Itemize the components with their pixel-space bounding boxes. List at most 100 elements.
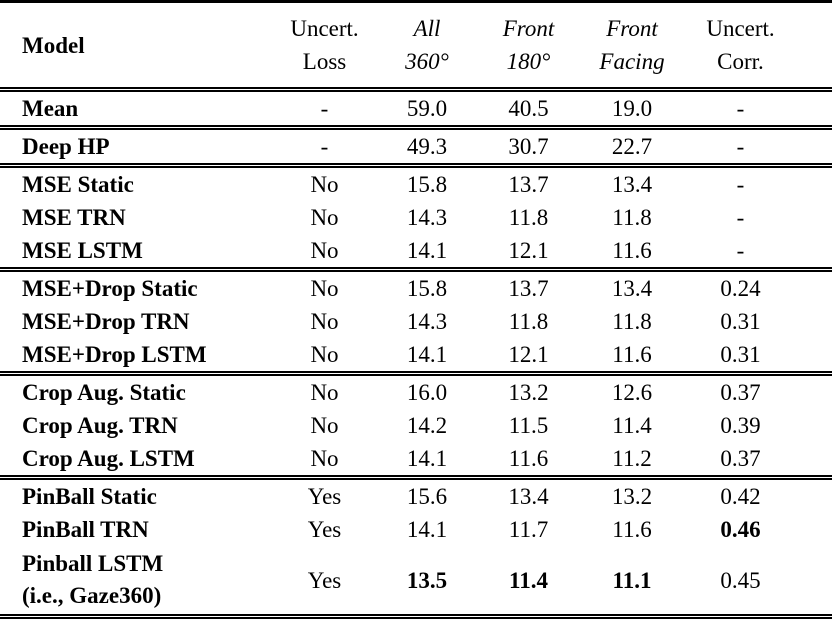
all-360-cell: 13.5: [377, 546, 477, 617]
uncert-loss-cell: No: [272, 270, 377, 306]
model-cell: MSE+Drop TRN: [0, 305, 272, 338]
column-header-uncert-corr: Uncert. Corr.: [684, 2, 832, 90]
model-cell: MSE+Drop LSTM: [0, 338, 272, 374]
all-360-cell: 14.3: [377, 305, 477, 338]
model-cell: Pinball LSTM (i.e., Gaze360): [0, 546, 272, 617]
front-180-cell: 11.7: [477, 513, 580, 546]
all-360-cell-line: 16.0: [406, 380, 448, 405]
uncert-corr-cell-line: 0.31: [720, 342, 761, 367]
table-group-5: PinBall Static Yes 15.6 13.4 13.2 0.42 PinBall…: [0, 477, 832, 617]
uncert-loss-cell: -: [272, 128, 377, 166]
uncert-corr-cell: 0.31: [684, 338, 832, 374]
front-180-cell-line: 13.7: [508, 172, 549, 197]
front-180-cell-line: 11.6: [508, 446, 549, 471]
uncert-loss-cell-line: No: [310, 205, 339, 230]
table-row: MSE Static No 15.8 13.7 13.4 -: [0, 166, 832, 202]
uncert-corr-cell-line: 0.46: [720, 517, 761, 542]
column-header-front-180: Front 180°: [477, 2, 580, 90]
model-cell-line: MSE+Drop LSTM: [22, 342, 207, 367]
front-180-cell: 12.1: [477, 234, 580, 270]
table-row: PinBall Static Yes 15.6 13.4 13.2 0.42: [0, 478, 832, 514]
front-facing-cell: 22.7: [580, 128, 684, 166]
table-row: Pinball LSTM (i.e., Gaze360) Yes 13.5 11.4 11…: [0, 546, 832, 617]
table-row: PinBall TRN Yes 14.1 11.7 11.6 0.46: [0, 513, 832, 546]
front-180-cell: 11.5: [477, 409, 580, 442]
front-facing-cell: 11.2: [580, 442, 684, 478]
column-header-uncert-loss-line: Loss: [302, 49, 347, 74]
front-facing-cell: 13.4: [580, 270, 684, 306]
uncert-corr-cell-line: 0.37: [720, 446, 761, 471]
front-180-cell: 13.2: [477, 374, 580, 410]
front-facing-cell: 11.6: [580, 234, 684, 270]
uncert-loss-cell: Yes: [272, 478, 377, 514]
front-180-cell-line: 12.1: [508, 342, 549, 367]
front-180-cell: 11.8: [477, 201, 580, 234]
uncert-corr-cell: -: [684, 166, 832, 202]
front-facing-cell: 11.6: [580, 338, 684, 374]
uncert-loss-cell: No: [272, 442, 377, 478]
uncert-corr-cell-line: 0.24: [720, 276, 761, 301]
uncert-loss-cell-line: No: [310, 309, 339, 334]
front-180-cell-line: 13.2: [508, 380, 549, 405]
uncert-corr-cell-line: -: [736, 205, 745, 230]
uncert-corr-cell: -: [684, 234, 832, 270]
front-facing-cell-line: 13.4: [611, 172, 653, 197]
model-cell: Mean: [0, 90, 272, 128]
all-360-cell: 14.3: [377, 201, 477, 234]
front-facing-cell: 11.4: [580, 409, 684, 442]
uncert-corr-cell: 0.45: [684, 546, 832, 617]
uncert-loss-cell: No: [272, 374, 377, 410]
front-facing-cell-line: 11.4: [612, 413, 652, 438]
column-header-uncert-corr-line: Corr.: [717, 49, 764, 74]
front-180-cell: 30.7: [477, 128, 580, 166]
front-facing-cell-line: 11.8: [612, 205, 652, 230]
uncert-loss-cell: -: [272, 90, 377, 128]
all-360-cell-line: 15.8: [406, 172, 448, 197]
front-180-cell-line: 11.8: [508, 309, 549, 334]
column-header-front-180-line: 180°: [506, 49, 551, 74]
all-360-cell: 16.0: [377, 374, 477, 410]
model-cell: Deep HP: [0, 128, 272, 166]
front-facing-cell-line: 11.6: [612, 238, 652, 263]
uncert-loss-cell-line: Yes: [307, 517, 342, 542]
front-facing-cell-line: 11.6: [612, 517, 652, 542]
header-row: Model Uncert. Loss All 360° Front 180° Front Fac…: [0, 2, 832, 90]
all-360-cell: 14.1: [377, 338, 477, 374]
model-cell-line: Mean: [22, 96, 79, 121]
uncert-corr-cell-line: 0.42: [720, 484, 761, 509]
column-header-all-360-line: All: [413, 16, 441, 41]
front-facing-cell: 11.6: [580, 513, 684, 546]
all-360-cell-line: 14.1: [406, 238, 448, 263]
uncert-loss-cell: No: [272, 338, 377, 374]
all-360-cell-line: 49.3: [406, 134, 448, 159]
model-cell-line: MSE+Drop Static: [22, 276, 198, 301]
uncert-loss-cell: Yes: [272, 513, 377, 546]
model-cell: PinBall Static: [0, 478, 272, 514]
uncert-loss-cell: No: [272, 201, 377, 234]
front-facing-cell-line: 22.7: [611, 134, 653, 159]
all-360-cell-line: 59.0: [406, 96, 448, 121]
uncert-corr-cell: -: [684, 90, 832, 128]
front-facing-cell-line: 13.2: [611, 484, 653, 509]
front-180-cell-line: 40.5: [508, 96, 549, 121]
uncert-loss-cell-line: Yes: [307, 484, 342, 509]
all-360-cell-line: 14.3: [406, 205, 448, 230]
model-cell: Crop Aug. TRN: [0, 409, 272, 442]
table-row: Crop Aug. TRN No 14.2 11.5 11.4 0.39: [0, 409, 832, 442]
table-row: MSE TRN No 14.3 11.8 11.8 -: [0, 201, 832, 234]
front-180-cell: 13.4: [477, 478, 580, 514]
front-facing-cell-line: 11.8: [612, 309, 652, 334]
uncert-loss-cell-line: No: [310, 413, 339, 438]
all-360-cell: 14.2: [377, 409, 477, 442]
uncert-loss-cell-line: Yes: [307, 567, 342, 593]
model-cell-line: Pinball LSTM: [22, 551, 164, 576]
table-row: MSE+Drop TRN No 14.3 11.8 11.8 0.31: [0, 305, 832, 338]
uncert-corr-cell: 0.42: [684, 478, 832, 514]
all-360-cell: 14.1: [377, 513, 477, 546]
front-180-cell-line: 13.7: [508, 276, 549, 301]
uncert-corr-cell: 0.24: [684, 270, 832, 306]
column-header-model-line: Model: [22, 32, 85, 58]
all-360-cell: 59.0: [377, 90, 477, 128]
uncert-loss-cell-line: No: [310, 238, 339, 263]
model-cell-line: PinBall Static: [22, 484, 157, 509]
